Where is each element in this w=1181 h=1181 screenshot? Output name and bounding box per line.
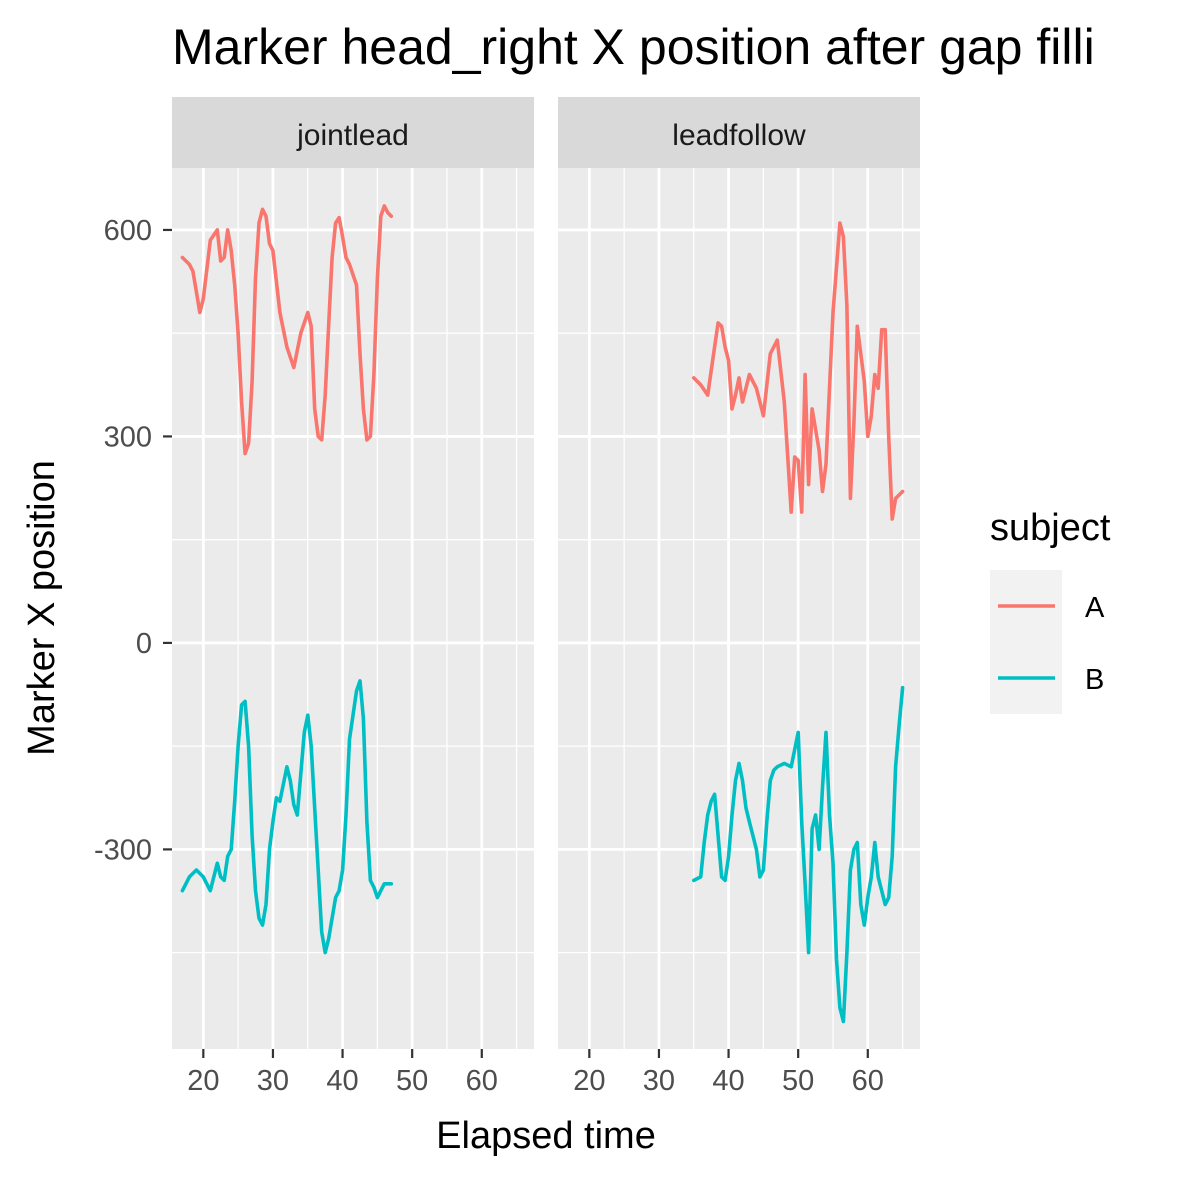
series-line-B <box>180 678 394 955</box>
x-tick-label: 30 <box>643 1065 675 1097</box>
legend: subject AB <box>990 507 1111 714</box>
y-axis: -300 0 300 600 <box>94 215 172 866</box>
series-line-B <box>691 685 905 1024</box>
gridlines <box>172 168 534 1049</box>
series-line-A <box>691 221 905 521</box>
x-tick-label: 20 <box>187 1065 219 1097</box>
x-tick-label: 30 <box>257 1065 289 1097</box>
x-axis-jointlead: 20 30 40 50 60 <box>187 1049 498 1097</box>
x-tick-label: 40 <box>712 1065 744 1097</box>
panel-leadfollow: leadfollow <box>558 97 920 1049</box>
legend-item-A: A <box>998 592 1105 624</box>
chart-title: Marker head_right X position after gap f… <box>172 19 1095 75</box>
x-axes: 20 30 40 50 60 20 30 40 50 60 <box>187 1049 884 1097</box>
y-tick-label: -300 <box>94 834 152 866</box>
x-tick-label: 50 <box>396 1065 428 1097</box>
y-axis-title: Marker X position <box>21 460 63 756</box>
panel-background <box>172 168 534 1049</box>
series-lines <box>691 221 905 1024</box>
legend-title: subject <box>990 507 1111 549</box>
y-tick-label: 0 <box>136 628 152 660</box>
facet-strip-label: jointlead <box>296 119 409 152</box>
legend-label: A <box>1085 592 1105 624</box>
series-lines <box>180 204 394 955</box>
facet-strip-label: leadfollow <box>672 119 806 152</box>
x-tick-label: 60 <box>852 1065 884 1097</box>
x-axis-leadfollow: 20 30 40 50 60 <box>573 1049 884 1097</box>
x-tick-label: 50 <box>782 1065 814 1097</box>
legend-items: AB <box>998 592 1105 696</box>
legend-item-B: B <box>998 664 1104 696</box>
legend-key-background <box>990 570 1062 714</box>
facet-panels: jointlead leadfollow <box>172 97 920 1049</box>
facet-strip <box>558 97 920 168</box>
y-tick-label: 300 <box>104 421 152 453</box>
x-tick-label: 40 <box>326 1065 358 1097</box>
x-tick-label: 20 <box>573 1065 605 1097</box>
facet-strip <box>172 97 534 168</box>
y-tick-label: 600 <box>104 215 152 247</box>
x-tick-label: 60 <box>466 1065 498 1097</box>
x-axis-title: Elapsed time <box>436 1115 656 1157</box>
legend-label: B <box>1085 664 1104 696</box>
panel-jointlead: jointlead <box>172 97 534 1049</box>
series-line-A <box>180 204 394 456</box>
